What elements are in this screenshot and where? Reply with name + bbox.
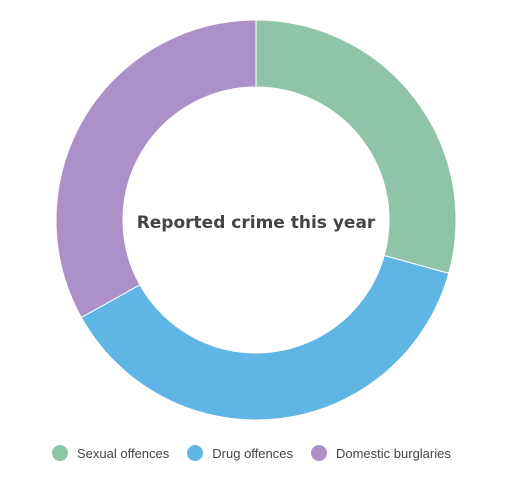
chart-legend: Sexual offences Drug offences Domestic bur… bbox=[52, 443, 451, 463]
legend-item-drug-offences[interactable]: Drug offences bbox=[187, 445, 293, 461]
legend-swatch bbox=[52, 445, 68, 461]
legend-label: Domestic burglaries bbox=[335, 445, 451, 461]
legend-item-domestic-burglaries[interactable]: Domestic burglaries bbox=[310, 445, 451, 461]
chart-title: Reported crime this year bbox=[137, 213, 376, 233]
legend-swatch bbox=[187, 445, 204, 461]
legend-swatch bbox=[310, 445, 327, 461]
legend-label: Drug offences bbox=[212, 445, 293, 461]
legend-item-sexual-offences[interactable]: Sexual offences bbox=[52, 445, 169, 461]
slice-drug-offences[interactable] bbox=[80, 254, 450, 421]
slice-domestic-burglaries[interactable] bbox=[55, 19, 257, 319]
donut-slices bbox=[55, 19, 457, 421]
slice-sexual-offences[interactable] bbox=[255, 19, 457, 274]
legend-label: Sexual offences bbox=[77, 445, 170, 461]
